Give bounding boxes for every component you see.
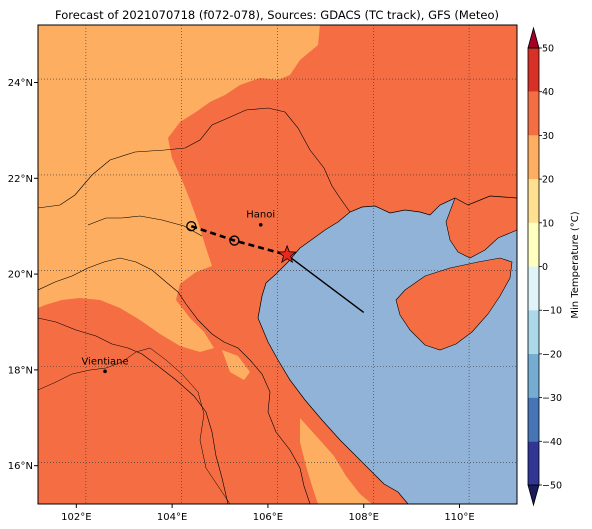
lat-tick-label: 20°N xyxy=(8,270,33,281)
cyclone-track xyxy=(186,221,365,313)
lat-tick-label: 22°N xyxy=(8,174,33,185)
colorbar-tick-label: −30 xyxy=(542,393,562,404)
colorbar-segment xyxy=(528,266,539,311)
city-markers: Hanoi Vientiane xyxy=(81,210,275,374)
city-label: Vientiane xyxy=(81,356,128,367)
lon-tick-label: 108°E xyxy=(349,512,379,523)
colorbar-segment xyxy=(528,135,539,180)
colorbar-over-extension xyxy=(527,26,540,49)
city-dot xyxy=(103,369,107,374)
past-track-line xyxy=(190,224,288,257)
colorbar-under-extension xyxy=(527,484,540,507)
hainan-island xyxy=(395,257,513,351)
mainland-coastline xyxy=(257,195,517,504)
graticule xyxy=(38,25,517,504)
longitude-ticks: 102°E 104°E 106°E 108°E 110°E xyxy=(61,504,475,523)
colorbar-tick-label: −20 xyxy=(542,349,562,360)
country-borders xyxy=(38,107,351,504)
land-10-20-patch-south xyxy=(222,350,250,380)
latitude-ticks: 16°N 18°N 20°N 22°N 24°N xyxy=(8,78,38,472)
colorbar-segment xyxy=(528,91,539,136)
colorbar-tick-label: 20 xyxy=(542,175,554,186)
land-10-20-patch-east xyxy=(300,418,372,504)
land-10-20-band xyxy=(38,25,320,352)
city-label: Hanoi xyxy=(246,210,275,221)
colorbar-segment xyxy=(528,353,539,398)
colorbar-segment xyxy=(528,397,539,442)
land-10-20-patch-north xyxy=(290,25,312,48)
colorbar-segment xyxy=(528,179,539,223)
colorbar-tick-label: 50 xyxy=(542,44,554,55)
colorbar-tick-label: −10 xyxy=(542,306,562,317)
lat-tick-label: 24°N xyxy=(8,78,33,89)
colorbar-segment xyxy=(528,222,539,267)
figure-title: Forecast of 2021070718 (f072-078), Sourc… xyxy=(55,8,499,22)
lon-tick-label: 104°E xyxy=(157,512,187,523)
leizhou-peninsula xyxy=(446,196,517,258)
colorbar-tick-label: 40 xyxy=(542,87,554,98)
forecast-track-line xyxy=(286,254,365,313)
land-10-20-patch-highland xyxy=(96,240,106,256)
colorbar-tick-label: 10 xyxy=(542,218,554,229)
colorbar-segment xyxy=(528,310,539,354)
colorbar: −50 −40 −30 −20 −10 0 10 20 30 40 50 xyxy=(527,26,562,507)
colorbar-label: Min Temperature (°C) xyxy=(570,211,581,318)
lon-tick-label: 110°E xyxy=(444,512,474,523)
colorbar-segment xyxy=(528,48,539,92)
peninsula-coastline xyxy=(445,197,517,259)
city-dot xyxy=(258,222,263,227)
track-point-marker xyxy=(186,221,197,232)
track-point-marker xyxy=(229,235,240,246)
colorbar-tick-label: 0 xyxy=(542,262,548,273)
lat-tick-label: 16°N xyxy=(8,461,33,472)
colorbar-tick-label: −40 xyxy=(542,437,562,448)
lon-tick-label: 106°E xyxy=(253,512,283,523)
lat-tick-label: 18°N xyxy=(8,365,33,376)
river-mekong xyxy=(38,347,231,504)
colorbar-tick-label: −50 xyxy=(542,481,562,492)
map-frame xyxy=(37,24,518,505)
colorbar-segment xyxy=(528,441,539,485)
lon-tick-label: 102°E xyxy=(61,512,91,523)
map-panel: Hanoi Vientiane xyxy=(38,25,517,504)
current-position-star-icon xyxy=(277,244,297,264)
colorbar-tick-label: 30 xyxy=(542,131,554,142)
